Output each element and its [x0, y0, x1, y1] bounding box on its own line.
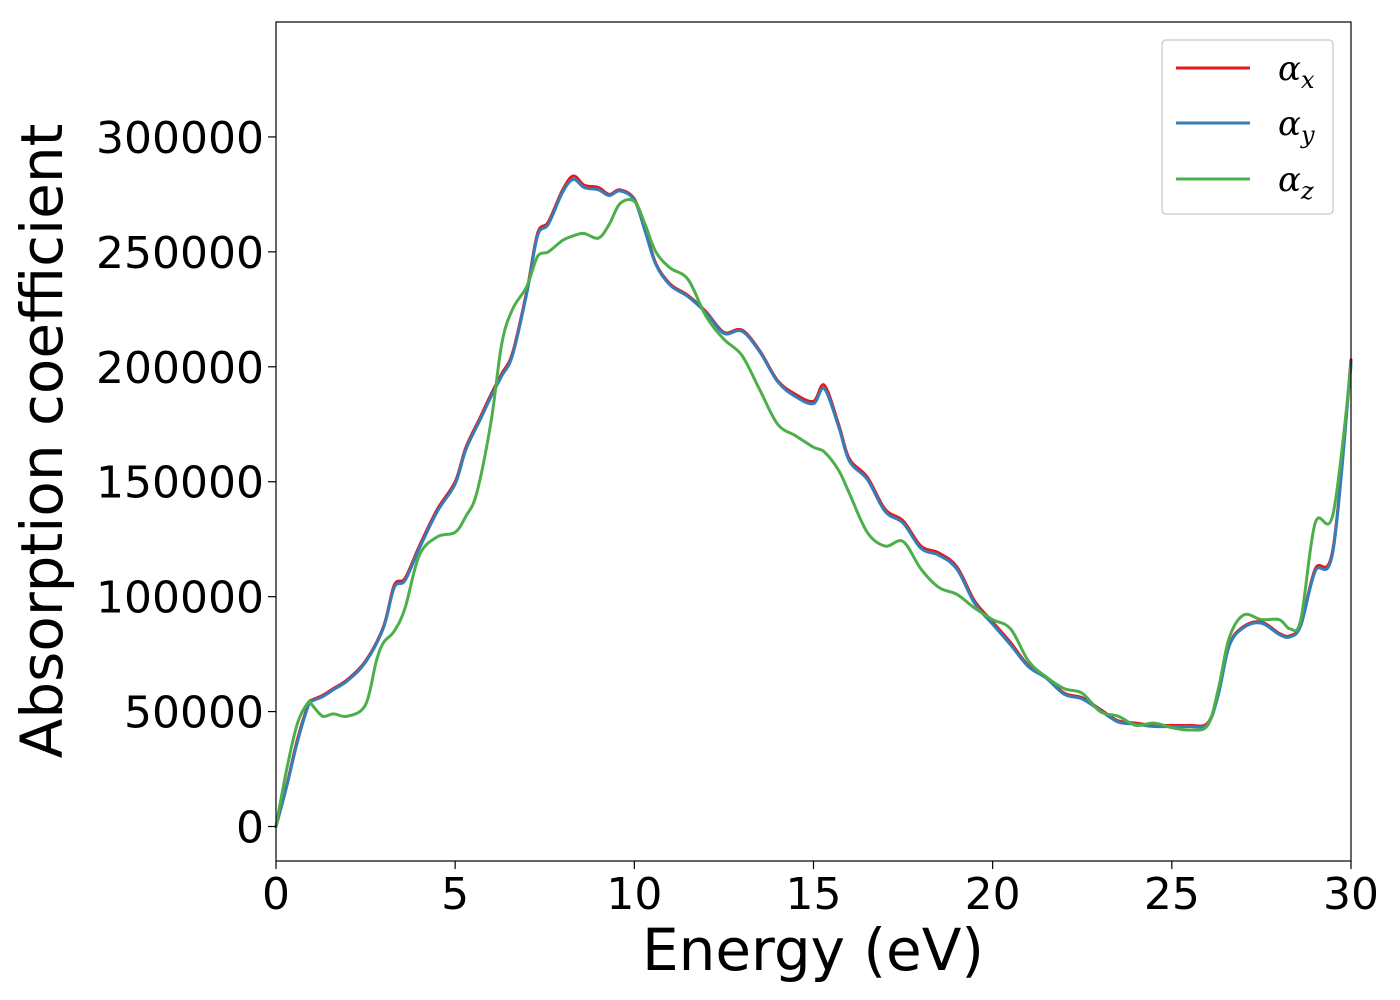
legend-label-az: αz: [1278, 160, 1314, 205]
x-tick-label: 10: [606, 869, 662, 920]
y-tick-label: 300000: [96, 113, 264, 164]
x-tick-label: 5: [441, 869, 469, 920]
y-axis-title: Absorption coefficient: [8, 124, 76, 759]
y-tick-label: 200000: [96, 343, 264, 394]
x-tick-label: 25: [1144, 869, 1200, 920]
y-tick-label: 250000: [96, 228, 264, 279]
series-layer: [274, 174, 1353, 829]
series-line-z: [274, 198, 1353, 829]
legend-label-ay: αy: [1278, 104, 1315, 149]
x-tick-label: 15: [786, 869, 842, 920]
legend: αx αy αz: [1161, 39, 1334, 215]
x-tick-label: 0: [262, 869, 290, 920]
y-tick-label: 0: [236, 803, 264, 854]
x-axis: 0 5 10 15 20 25 30: [262, 861, 1379, 920]
x-tick-label: 20: [965, 869, 1021, 920]
series-line-y: [274, 177, 1353, 829]
y-tick-label: 100000: [96, 573, 264, 624]
legend-box: [1161, 39, 1334, 215]
x-axis-title: Energy (eV): [642, 916, 984, 984]
x-tick-label: 30: [1323, 869, 1379, 920]
y-tick-label: 150000: [96, 458, 264, 509]
legend-label-ax: αx: [1278, 49, 1315, 94]
y-tick-label: 50000: [124, 688, 264, 739]
y-axis: 0 50000 100000 150000 200000 250000 300000: [96, 113, 276, 854]
